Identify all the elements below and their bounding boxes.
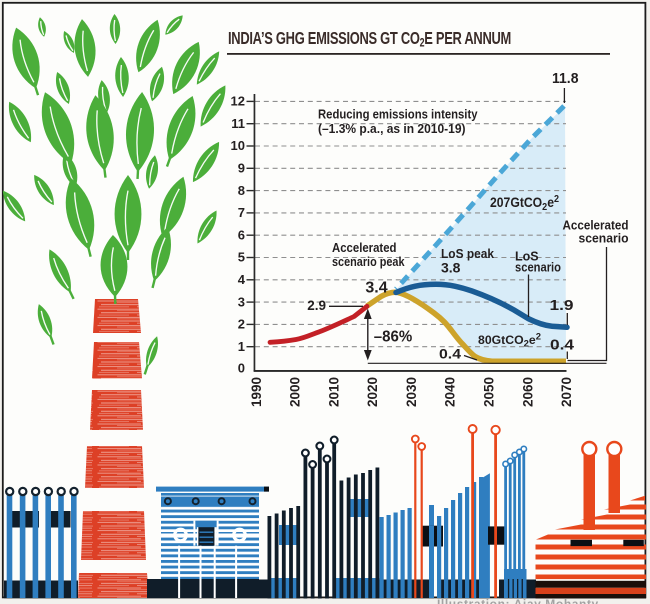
svg-text:Accelerated: Accelerated xyxy=(332,240,397,255)
svg-text:2020: 2020 xyxy=(365,377,380,407)
svg-text:LoS: LoS xyxy=(515,250,539,264)
svg-text:11: 11 xyxy=(231,116,245,131)
svg-text:scenario peak: scenario peak xyxy=(332,254,405,269)
svg-text:0: 0 xyxy=(238,361,245,376)
svg-text:2.9: 2.9 xyxy=(307,298,326,313)
svg-text:80GtCO2e2: 80GtCO2e2 xyxy=(478,332,541,350)
svg-text:4: 4 xyxy=(238,272,246,287)
svg-text:1: 1 xyxy=(238,339,245,354)
svg-text:1.9: 1.9 xyxy=(550,297,574,314)
svg-text:1990: 1990 xyxy=(249,377,264,407)
svg-text:Illustration: Ajay Mohanty: Illustration: Ajay Mohanty xyxy=(437,597,599,604)
svg-text:11.8: 11.8 xyxy=(552,70,579,87)
svg-text:2050: 2050 xyxy=(482,377,497,407)
svg-text:3: 3 xyxy=(238,294,245,309)
svg-text:7: 7 xyxy=(238,205,245,220)
svg-text:2070: 2070 xyxy=(559,377,574,407)
svg-text:Reducing emissions intensity: Reducing emissions intensity xyxy=(318,107,478,122)
svg-text:2000: 2000 xyxy=(288,377,303,407)
svg-text:Accelerated: Accelerated xyxy=(563,218,629,233)
svg-text:2010: 2010 xyxy=(326,377,341,407)
svg-text:207GtCO2e2: 207GtCO2e2 xyxy=(490,194,559,213)
svg-text:INDIA’S GHG EMISSIONS GT CO2E: INDIA’S GHG EMISSIONS GT CO2E PER ANNUM xyxy=(228,28,511,50)
svg-text:12: 12 xyxy=(231,94,245,109)
svg-text:(–1.3% p.a., as in 2010-19): (–1.3% p.a., as in 2010-19) xyxy=(318,121,466,136)
svg-text:6: 6 xyxy=(238,227,245,242)
svg-text:2040: 2040 xyxy=(443,377,458,407)
svg-text:0.4: 0.4 xyxy=(439,346,461,362)
svg-text:8: 8 xyxy=(238,183,245,198)
svg-text:3.8: 3.8 xyxy=(441,260,461,276)
svg-text:2030: 2030 xyxy=(404,377,419,407)
svg-text:9: 9 xyxy=(238,161,245,176)
svg-text:10: 10 xyxy=(231,138,245,153)
svg-text:–86%: –86% xyxy=(374,329,413,346)
svg-text:0.4: 0.4 xyxy=(550,337,575,354)
svg-text:2: 2 xyxy=(238,317,245,332)
svg-text:scenario: scenario xyxy=(515,261,561,275)
svg-text:3.4: 3.4 xyxy=(365,280,387,297)
svg-text:scenario: scenario xyxy=(579,231,629,246)
svg-text:2060: 2060 xyxy=(520,377,535,407)
svg-text:LoS peak: LoS peak xyxy=(441,247,494,261)
svg-text:5: 5 xyxy=(238,250,245,265)
